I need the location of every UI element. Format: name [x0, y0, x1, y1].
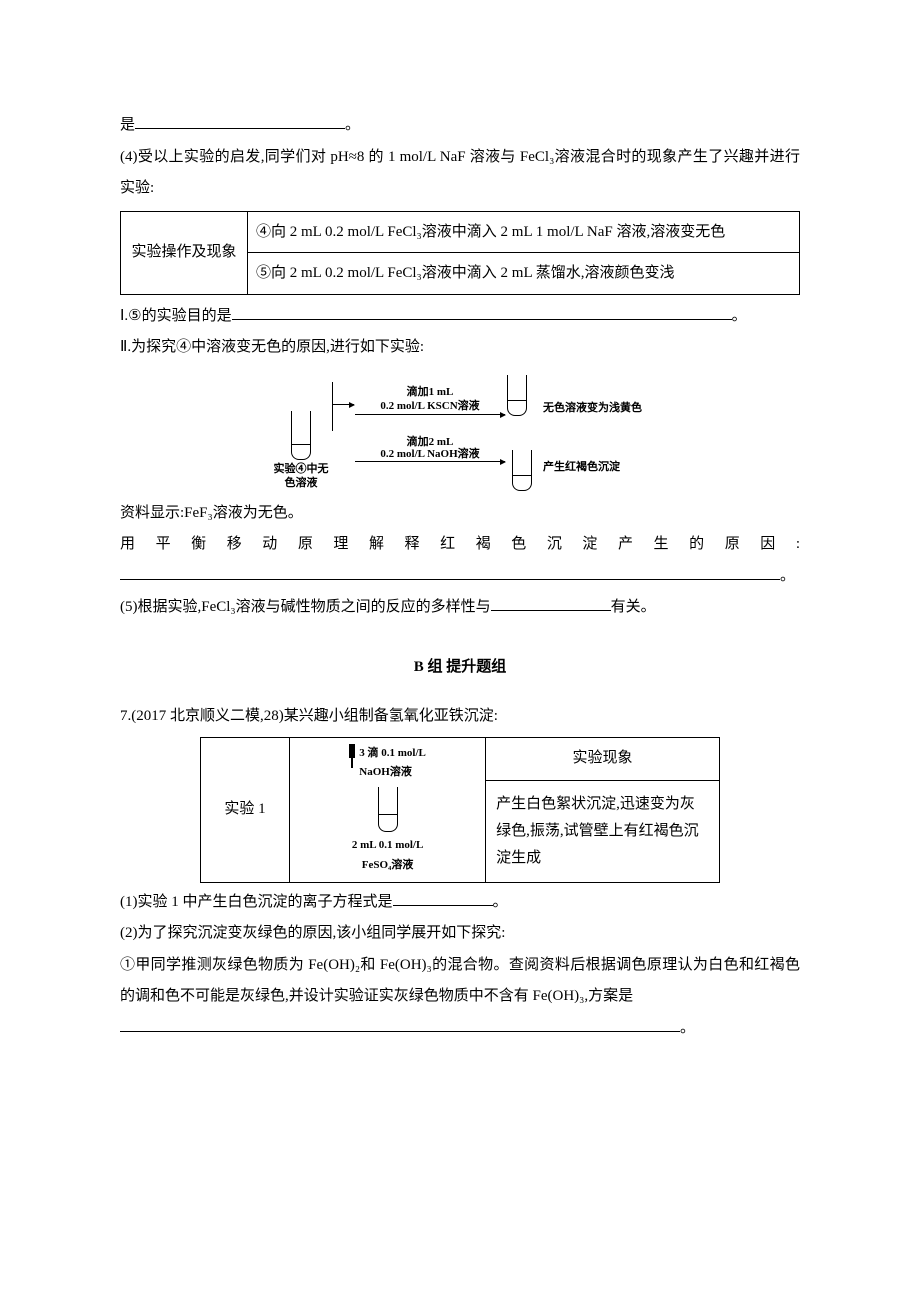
tube-q7: [378, 787, 398, 832]
tube-top: [507, 375, 527, 416]
period-1: 。: [345, 117, 360, 133]
period-I: 。: [732, 308, 747, 324]
q7-2-1-blank: 。: [120, 1013, 800, 1045]
cell7-right-body: 产生白色絮状沉淀,迅速变为灰绿色,振荡,试管壁上有红褐色沉淀生成: [486, 780, 720, 882]
explain-blank-line: 。: [120, 561, 800, 593]
label-top-step2: 0.2 mol/L KSCN溶液: [355, 399, 505, 413]
table-experiment-7: 实验 1 3 滴 0.1 mol/L NaOH溶液: [200, 737, 720, 883]
period-explain: 。: [780, 568, 795, 584]
cell-r2: ⑤向 2 mL 0.2 mol/L FeCl₃溶液中滴入 2 mL 蒸馏水,溶液…: [248, 253, 800, 295]
mid-bot2: FeSO₄溶液: [352, 856, 424, 876]
label-top-result: 无色溶液变为浅黄色: [539, 401, 649, 415]
mid-top2: NaOH溶液: [359, 763, 426, 783]
dropper-icon: [349, 744, 355, 758]
cell7-left: 实验 1: [201, 737, 290, 882]
period-q7-1: 。: [493, 894, 508, 910]
table-row: 实验 1 3 滴 0.1 mol/L NaOH溶液: [201, 737, 720, 780]
period-q7-2-1: 。: [680, 1020, 695, 1036]
q5-b: 有关。: [611, 599, 656, 615]
blank-q5: [491, 594, 611, 612]
group-b-title: B 组 提升题组: [120, 652, 800, 684]
q7-intro: 7.(2017 北京顺义二模,28)某兴趣小组制备氢氧化亚铁沉淀:: [120, 701, 800, 733]
mid-top: 3 滴 0.1 mol/L: [359, 744, 426, 764]
page: 是。 (4)受以上实验的启发,同学们对 pH≈8 的 1 mol/L NaF 溶…: [0, 0, 920, 1104]
blank-answer-3: [135, 112, 345, 130]
blank-explain: [120, 562, 780, 580]
q7-1: (1)实验 1 中产生白色沉淀的离子方程式是 。: [120, 887, 800, 919]
table-row: 实验操作及现象 ④向 2 mL 0.2 mol/L FeCl₃溶液中滴入 2 m…: [121, 211, 800, 253]
diagram-flow: 实验④中无色溶液 滴加1 mL 0.2 mol/L KSCN溶液 无色溶液变为浅…: [270, 374, 650, 492]
label-bot-result: 产生红褐色沉淀: [539, 460, 649, 474]
tube-bot: [512, 450, 532, 491]
blank-I: [232, 302, 732, 320]
tube-left: [291, 411, 311, 460]
needle-icon: [351, 758, 353, 768]
cell7-right-head: 实验现象: [486, 737, 720, 780]
text-I: Ⅰ.⑤的实验目的是: [120, 308, 232, 324]
mid-bot: 2 mL 0.1 mol/L: [352, 836, 424, 856]
q5: (5)根据实验,FeCl₃溶液与碱性物质之间的反应的多样性与 有关。: [120, 592, 800, 624]
table-experiment-4: 实验操作及现象 ④向 2 mL 0.2 mol/L FeCl₃溶液中滴入 2 m…: [120, 211, 800, 295]
q5-a: (5)根据实验,FeCl₃溶液与碱性物质之间的反应的多样性与: [120, 599, 491, 615]
q4-intro: (4)受以上实验的启发,同学们对 pH≈8 的 1 mol/L NaF 溶液与 …: [120, 142, 800, 205]
text-shi: 是: [120, 117, 135, 133]
q4-II: Ⅱ.为探究④中溶液变无色的原因,进行如下实验:: [120, 332, 800, 364]
label-left: 实验④中无色溶液: [271, 462, 331, 491]
blank-q7-1: [393, 888, 493, 906]
q7-2-1: ①甲同学推测灰绿色物质为 Fe(OH)₂和 Fe(OH)₃的混合物。查阅资料后根…: [120, 950, 800, 1013]
label-top-step: 滴加1 mL: [355, 385, 505, 399]
label-bot-step2: 0.2 mol/L NaOH溶液: [355, 447, 505, 461]
line-shi: 是。: [120, 110, 800, 142]
blank-q7-2-1: [120, 1014, 680, 1032]
q7-1a: (1)实验 1 中产生白色沉淀的离子方程式是: [120, 894, 393, 910]
q4-I: Ⅰ.⑤的实验目的是 。: [120, 301, 800, 333]
explain-prefix: 用平衡移动原理解释红褐色沉淀产生的原因:: [120, 529, 800, 561]
cell-left: 实验操作及现象: [121, 211, 248, 294]
cell7-mid: 3 滴 0.1 mol/L NaOH溶液 2 mL 0.1 mol/L FeSO…: [290, 737, 486, 882]
q7-2: (2)为了探究沉淀变灰绿色的原因,该小组同学展开如下探究:: [120, 918, 800, 950]
cell-r1: ④向 2 mL 0.2 mol/L FeCl₃溶液中滴入 2 mL 1 mol/…: [248, 211, 800, 253]
ref-line: 资料显示:FeF₃溶液为无色。: [120, 498, 800, 530]
